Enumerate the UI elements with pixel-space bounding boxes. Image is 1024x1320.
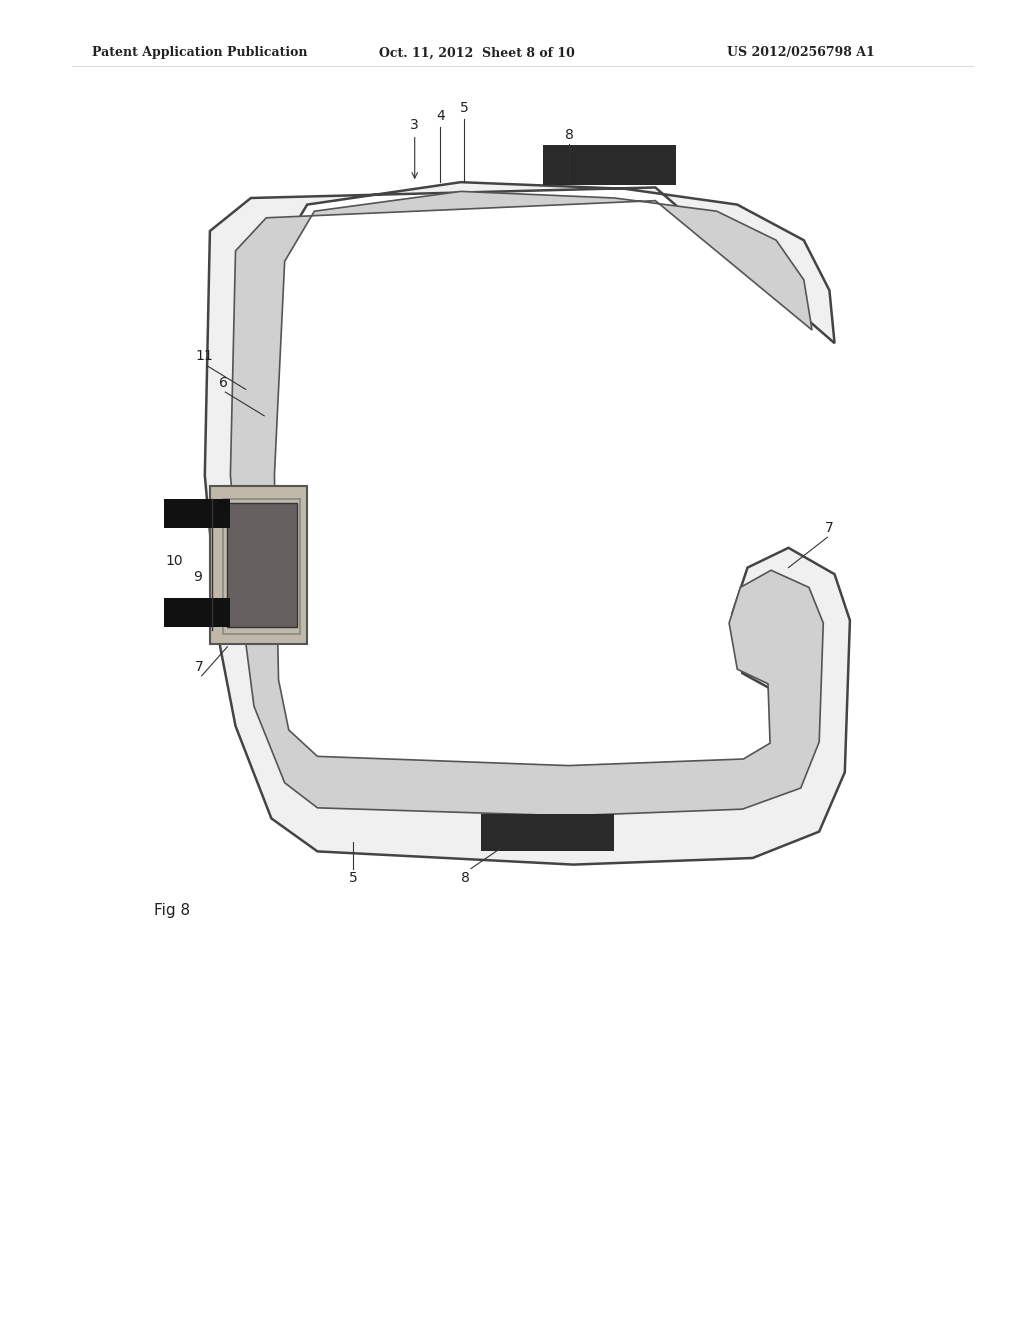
Text: US 2012/0256798 A1: US 2012/0256798 A1 bbox=[727, 46, 874, 59]
Text: 9: 9 bbox=[194, 570, 202, 583]
Text: Oct. 11, 2012  Sheet 8 of 10: Oct. 11, 2012 Sheet 8 of 10 bbox=[379, 46, 574, 59]
Text: 5: 5 bbox=[349, 871, 357, 884]
Bar bbox=[481, 814, 614, 851]
Bar bbox=[223, 499, 300, 634]
Text: 7: 7 bbox=[825, 521, 834, 535]
Bar bbox=[543, 145, 676, 185]
Text: 10: 10 bbox=[165, 554, 183, 568]
Text: 7: 7 bbox=[196, 660, 204, 673]
Text: 6: 6 bbox=[219, 376, 227, 389]
Polygon shape bbox=[213, 488, 271, 581]
Bar bbox=[227, 503, 297, 627]
Text: 8: 8 bbox=[462, 871, 470, 884]
Bar bbox=[164, 499, 230, 528]
Bar bbox=[210, 486, 307, 644]
Text: 5: 5 bbox=[460, 102, 468, 115]
Text: 4: 4 bbox=[436, 110, 444, 123]
Text: 11: 11 bbox=[196, 350, 214, 363]
Text: Fig 8: Fig 8 bbox=[154, 903, 189, 919]
Polygon shape bbox=[230, 191, 823, 816]
Text: 3: 3 bbox=[411, 119, 419, 132]
Text: 8: 8 bbox=[565, 128, 573, 141]
Text: Patent Application Publication: Patent Application Publication bbox=[92, 46, 307, 59]
Polygon shape bbox=[205, 182, 850, 865]
Bar bbox=[164, 598, 230, 627]
